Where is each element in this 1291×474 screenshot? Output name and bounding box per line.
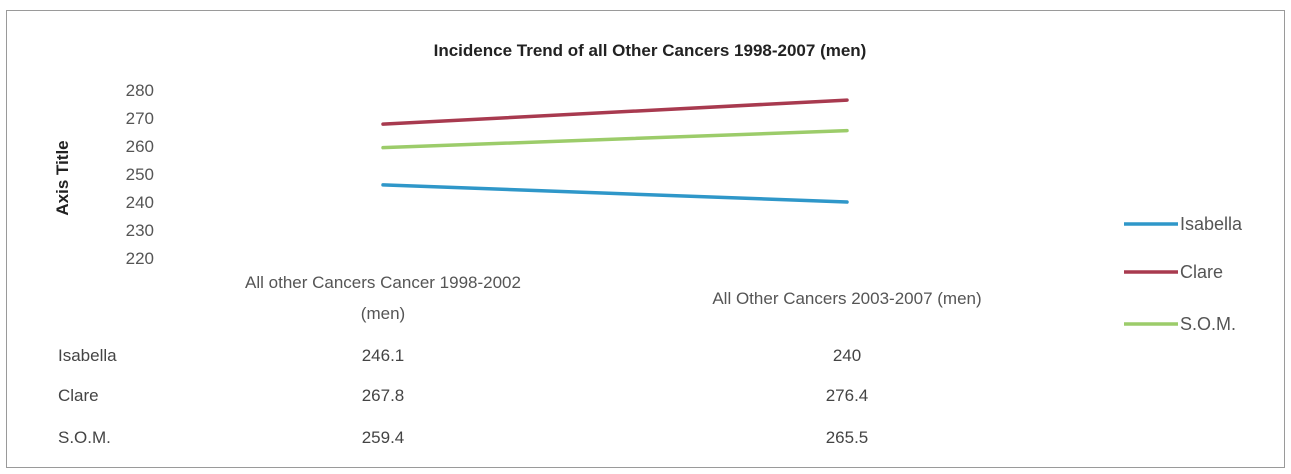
y-axis-title: Axis Title (53, 140, 72, 215)
table-row-header: S.O.M. (58, 428, 111, 447)
series-line (381, 128, 849, 150)
category-label: All other Cancers Cancer 1998-2002 (245, 273, 521, 292)
chart-title: Incidence Trend of all Other Cancers 199… (434, 41, 867, 60)
y-tick-label: 270 (126, 109, 154, 128)
series-lines (381, 98, 849, 204)
y-tick-label: 280 (126, 81, 154, 100)
y-tick-labels: 280 270 260 250 240 230 220 (126, 81, 154, 268)
y-tick-label: 260 (126, 137, 154, 156)
legend-entry: Clare (1180, 262, 1223, 282)
data-value-label: 265.5 (826, 428, 869, 447)
y-tick-label: 220 (126, 249, 154, 268)
y-tick-label: 250 (126, 165, 154, 184)
chart-frame (6, 10, 1285, 468)
category-label: (men) (361, 304, 405, 323)
data-table: Isabella 246.1 240 Clare 267.8 276.4 S.O.M. 259… (58, 346, 868, 447)
y-tick-label: 240 (126, 193, 154, 212)
legend: Isabella Clare S.O.M. (1124, 214, 1243, 334)
legend-entry: S.O.M. (1180, 314, 1236, 334)
table-row-header: Clare (58, 386, 99, 405)
category-label: All Other Cancers 2003-2007 (men) (712, 289, 981, 308)
series-line (381, 98, 849, 126)
series-line (381, 183, 849, 204)
data-value-label: 267.8 (362, 386, 405, 405)
data-value-label: 246.1 (362, 346, 405, 365)
legend-entry: Isabella (1180, 214, 1243, 234)
y-tick-label: 230 (126, 221, 154, 240)
table-row-header: Isabella (58, 346, 117, 365)
data-value-label: 276.4 (826, 386, 869, 405)
category-labels: All other Cancers Cancer 1998-2002 (men) A… (245, 273, 982, 323)
data-value-label: 259.4 (362, 428, 405, 447)
data-value-label: 240 (833, 346, 861, 365)
